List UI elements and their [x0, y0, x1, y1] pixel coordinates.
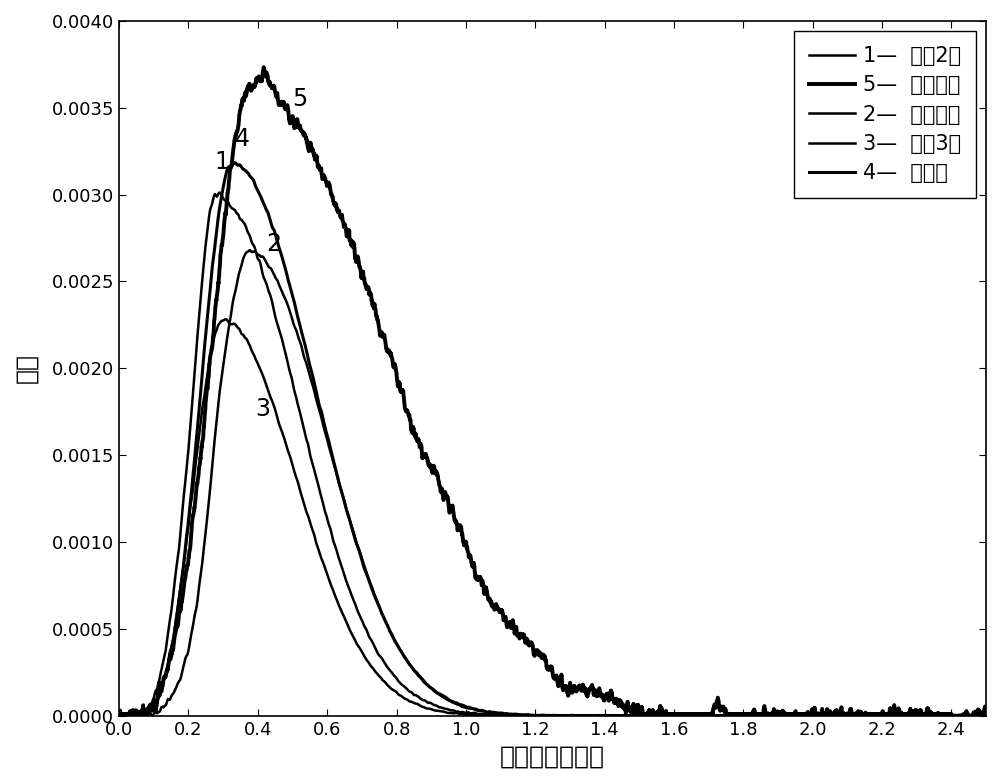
- Y-axis label: 振幅: 振幅: [14, 353, 38, 383]
- Text: 4: 4: [235, 127, 250, 151]
- X-axis label: 频率（太赫兹）: 频率（太赫兹）: [500, 744, 605, 768]
- Text: 5: 5: [292, 87, 307, 111]
- Text: 1: 1: [214, 150, 229, 174]
- Legend: 1—  草原2号, 5—  干燥氮气, 2—  未知草籽, 3—  甘农3号, 4—  金皇后: 1— 草原2号, 5— 干燥氮气, 2— 未知草籽, 3— 甘农3号, 4— 金…: [794, 31, 976, 198]
- Text: 3: 3: [256, 397, 271, 421]
- Text: 2: 2: [266, 232, 281, 256]
